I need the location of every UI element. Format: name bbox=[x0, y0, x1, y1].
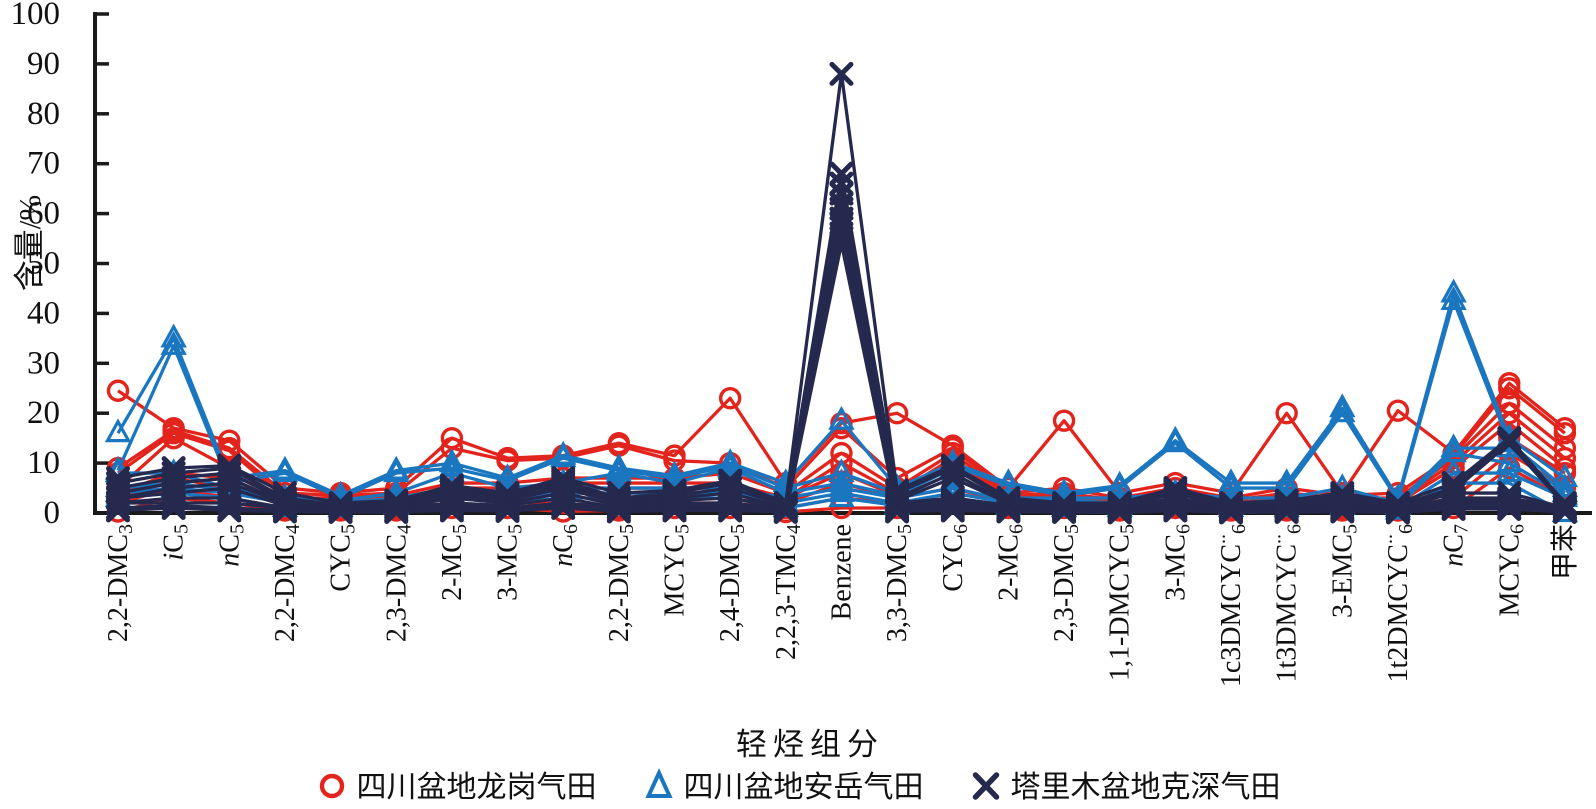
svg-text:2,3-DMC5: 2,3-DMC5 bbox=[1049, 524, 1084, 642]
svg-text:nC6: nC6 bbox=[548, 524, 583, 567]
svg-text:80: 80 bbox=[27, 96, 60, 132]
svg-text:nC7: nC7 bbox=[1438, 524, 1473, 567]
svg-text:1t2DMCYC..6: 1t2DMCYC..6 bbox=[1375, 524, 1417, 682]
svg-text:甲苯: 甲苯 bbox=[1548, 524, 1580, 580]
svg-text:1c3DMCYC..6: 1c3DMCYC..6 bbox=[1208, 524, 1250, 687]
svg-text:2,2,3-TMC4: 2,2,3-TMC4 bbox=[770, 524, 805, 660]
svg-text:nC5: nC5 bbox=[214, 524, 249, 567]
svg-text:MCYC5: MCYC5 bbox=[659, 524, 694, 616]
legend-item-anyue: 四川盆地安岳气田 bbox=[643, 762, 924, 806]
svg-text:Benzene: Benzene bbox=[826, 524, 857, 620]
svg-text:3-MC6: 3-MC6 bbox=[1160, 524, 1195, 601]
x-axis-title: 轻烃组分 bbox=[736, 727, 884, 762]
svg-text:90: 90 bbox=[27, 46, 60, 82]
svg-text:2,4-DMC5: 2,4-DMC5 bbox=[715, 524, 750, 642]
legend: 四川盆地龙岗气田 四川盆地安岳气田 塔里木盆地克深气田 bbox=[0, 762, 1596, 806]
svg-text:0: 0 bbox=[44, 495, 61, 531]
svg-text:2,2-DMC4: 2,2-DMC4 bbox=[269, 524, 304, 642]
svg-text:1,1-DMCYC5: 1,1-DMCYC5 bbox=[1104, 524, 1139, 681]
svg-text:2,2-DMC3: 2,2-DMC3 bbox=[103, 524, 138, 642]
svg-text:40: 40 bbox=[27, 295, 60, 331]
svg-text:CYC6: CYC6 bbox=[937, 524, 972, 592]
svg-text:60: 60 bbox=[27, 196, 60, 232]
legend-item-keshen: 塔里木盆地克深气田 bbox=[970, 762, 1281, 806]
svg-text:3-MC5: 3-MC5 bbox=[492, 524, 527, 601]
svg-text:30: 30 bbox=[27, 345, 60, 381]
legend-label-longgang: 四川盆地龙岗气田 bbox=[356, 771, 597, 804]
svg-text:2,2-DMC5: 2,2-DMC5 bbox=[603, 524, 638, 642]
svg-text:20: 20 bbox=[27, 395, 60, 431]
svg-text:1t3DMCYC..6: 1t3DMCYC..6 bbox=[1264, 524, 1306, 682]
svg-text:iC5: iC5 bbox=[158, 524, 193, 560]
svg-text:3-EMC5: 3-EMC5 bbox=[1327, 524, 1362, 618]
legend-label-anyue: 四川盆地安岳气田 bbox=[683, 771, 924, 804]
x-marker-icon bbox=[970, 768, 1002, 800]
svg-text:3,3-DMC5: 3,3-DMC5 bbox=[882, 524, 917, 642]
svg-text:2-MC5: 2-MC5 bbox=[436, 524, 471, 601]
triangle-marker-icon bbox=[643, 768, 675, 800]
svg-text:2-MC6: 2-MC6 bbox=[993, 524, 1028, 601]
svg-text:70: 70 bbox=[27, 146, 60, 182]
svg-text:10: 10 bbox=[27, 445, 60, 481]
legend-label-keshen: 塔里木盆地克深气田 bbox=[1010, 771, 1281, 804]
svg-text:CYC5: CYC5 bbox=[325, 524, 360, 592]
circle-marker-icon bbox=[316, 768, 348, 800]
svg-text:100: 100 bbox=[11, 0, 61, 32]
svg-text:50: 50 bbox=[27, 246, 60, 282]
svg-text:2,3-DMC4: 2,3-DMC4 bbox=[381, 524, 416, 642]
svg-text:MCYC6: MCYC6 bbox=[1494, 524, 1529, 616]
legend-item-longgang: 四川盆地龙岗气田 bbox=[316, 762, 597, 806]
y-axis-title: 含量/% bbox=[12, 194, 47, 292]
